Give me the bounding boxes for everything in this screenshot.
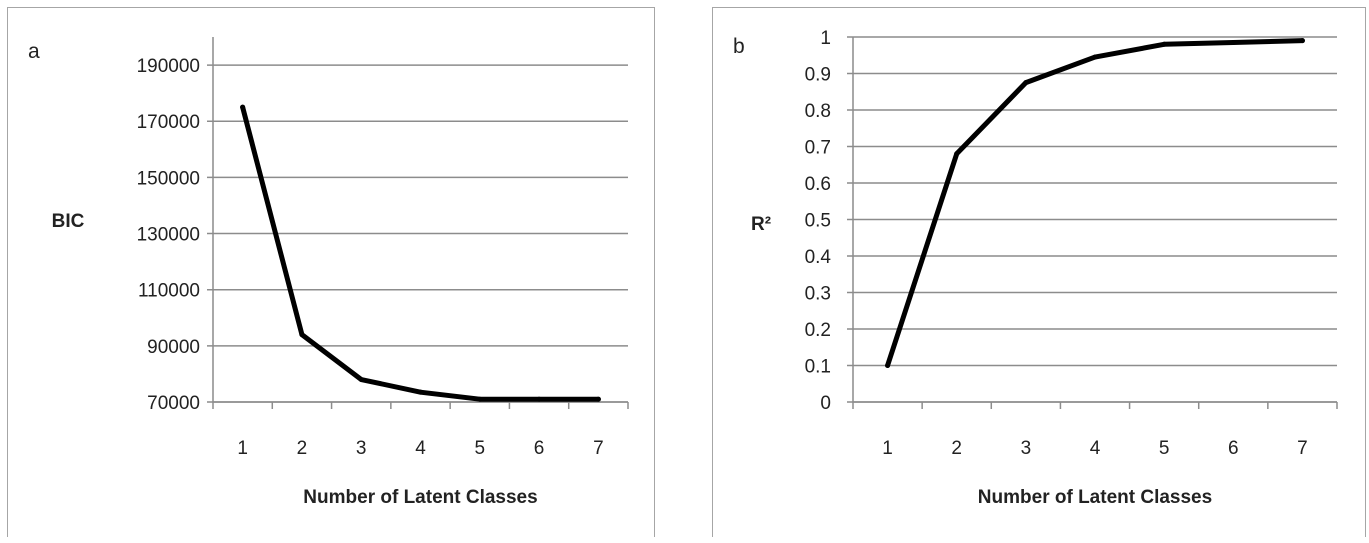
y-tick-label: 0.1 (805, 357, 831, 378)
y-tick-label: 0.4 (805, 247, 832, 268)
bic-chart: 70000 90000 110000 130000 150000 170000 190000… (28, 37, 629, 508)
r2-chart: 0 0.1 0.2 0.3 0.4 0.5 0.6 0.7 0.8 0.9 1 1 2 3 4 5 6 7 R² Nu… (733, 28, 1338, 508)
panel-label: a (28, 40, 40, 63)
data-point (1161, 41, 1167, 47)
panel-label: b (733, 35, 745, 58)
chart-panel-r2: 0 0.1 0.2 0.3 0.4 0.5 0.6 0.7 0.8 0.9 1 1 2 3 4 5 6 7 R² Nu… (712, 7, 1366, 537)
x-axis-label: Number of Latent Classes (303, 487, 537, 508)
data-point (1092, 54, 1098, 60)
y-tick-label: 0.2 (805, 320, 831, 341)
y-tick-label: 0.8 (805, 101, 831, 122)
y-tick-label: 0.7 (805, 138, 831, 159)
series-line (885, 38, 1305, 368)
data-point (299, 332, 305, 338)
x-tick-label: 4 (415, 438, 426, 459)
y-tick-label: 0.5 (805, 211, 831, 232)
y-tick-label: 190000 (137, 56, 200, 77)
x-tick-label: 1 (237, 438, 248, 459)
x-tick-label: 7 (593, 438, 604, 459)
data-point (418, 389, 423, 395)
data-point (1299, 38, 1305, 44)
x-tick-label: 2 (297, 438, 308, 459)
data-point (595, 396, 601, 402)
data-point (954, 151, 960, 157)
data-point (1023, 80, 1029, 86)
x-tick-label: 6 (534, 438, 545, 459)
x-tick-label: 5 (474, 438, 485, 459)
x-tick-label: 6 (1228, 438, 1239, 459)
x-tick-label: 5 (1159, 438, 1170, 459)
y-tick-label: 150000 (137, 168, 200, 189)
y-tick-label: 0.6 (805, 174, 831, 195)
x-tick-label: 7 (1297, 438, 1308, 459)
y-tick-label: 0.3 (805, 284, 831, 305)
y-tick-label: 170000 (137, 112, 200, 133)
series-line (240, 104, 601, 402)
y-tick-label: 110000 (138, 281, 200, 302)
data-point (358, 377, 364, 383)
data-point (536, 396, 542, 402)
x-tick-label: 3 (1021, 438, 1032, 459)
y-tick-label: 0 (820, 393, 831, 414)
y-tick-label: 1 (820, 28, 831, 49)
x-tick-label: 3 (356, 438, 367, 459)
data-point (477, 396, 483, 402)
x-tick-label: 2 (951, 438, 962, 459)
y-axis-label: BIC (52, 211, 85, 232)
y-tick-label: 130000 (137, 225, 200, 246)
x-axis-label: Number of Latent Classes (978, 487, 1212, 508)
data-point (240, 104, 246, 110)
data-point (885, 363, 891, 368)
x-tick-label: 1 (882, 438, 893, 459)
chart-panel-bic: 70000 90000 110000 130000 150000 170000 190000… (7, 7, 655, 537)
y-axis-label: R² (751, 214, 771, 235)
data-point (1230, 39, 1236, 45)
x-tick-label: 4 (1090, 438, 1101, 459)
y-tick-label: 90000 (147, 337, 200, 358)
y-tick-label: 70000 (147, 393, 200, 414)
y-tick-label: 0.9 (805, 65, 831, 86)
